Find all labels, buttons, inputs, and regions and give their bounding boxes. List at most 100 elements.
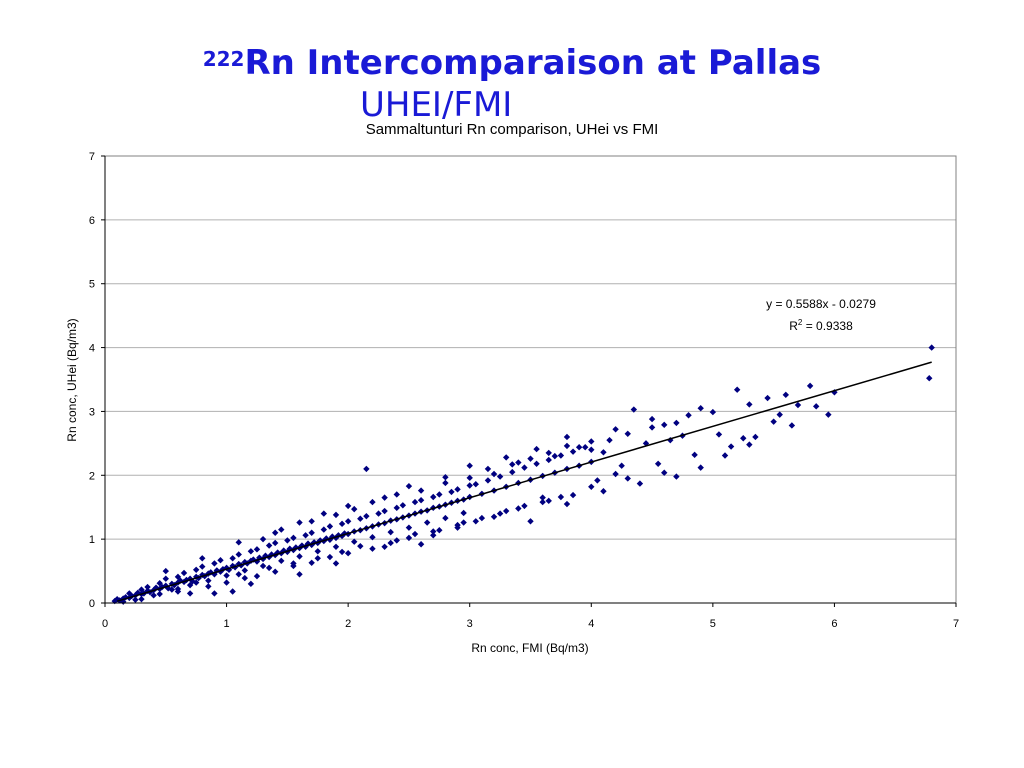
data-point <box>527 518 534 525</box>
data-point <box>183 576 190 584</box>
x-tick-label: 4 <box>588 618 594 630</box>
data-point <box>192 566 200 573</box>
data-point <box>588 483 595 490</box>
data-point <box>448 488 455 496</box>
data-point <box>405 534 413 542</box>
data-point <box>223 579 230 586</box>
x-tick-labels: 0 1 2 3 4 5 6 7 <box>102 603 959 630</box>
data-point <box>259 535 267 543</box>
data-point <box>235 560 242 568</box>
data-point <box>168 586 176 593</box>
data-point <box>314 548 321 555</box>
trendline <box>116 361 932 602</box>
data-point <box>357 542 364 550</box>
y-tick-label: 0 <box>89 598 95 610</box>
r-squared-label: R2 = 0.9338 <box>789 318 853 333</box>
data-point <box>399 502 407 509</box>
data-point <box>192 579 200 586</box>
data-point <box>673 473 680 480</box>
data-point <box>284 537 291 544</box>
data-point <box>229 562 236 570</box>
data-point <box>539 494 546 501</box>
data-point <box>150 592 157 599</box>
data-point <box>606 436 613 444</box>
data-point <box>296 519 303 526</box>
data-point <box>642 440 650 447</box>
data-point <box>442 479 449 487</box>
data-point <box>369 534 376 541</box>
data-point <box>158 583 166 591</box>
data-point <box>235 551 242 558</box>
data-point <box>673 419 680 427</box>
data-point <box>405 524 413 531</box>
data-point <box>120 598 127 605</box>
data-point <box>341 530 348 537</box>
data-point <box>478 514 486 522</box>
y-tick-label: 2 <box>89 470 95 482</box>
data-point <box>472 481 479 488</box>
data-point <box>217 557 224 564</box>
data-point <box>697 464 704 471</box>
data-point <box>369 545 376 552</box>
data-point <box>138 595 145 603</box>
data-point <box>825 411 832 418</box>
data-point <box>740 435 747 442</box>
data-point <box>223 572 230 579</box>
data-point <box>225 566 233 573</box>
data-point <box>484 465 492 473</box>
data-point <box>515 505 522 512</box>
data-point <box>442 474 449 481</box>
data-point <box>247 580 255 588</box>
data-point <box>199 563 206 570</box>
x-axis-label: Rn conc, FMI (Bq/m3) <box>471 641 588 655</box>
data-point <box>387 539 394 547</box>
data-point <box>545 449 552 457</box>
data-point <box>557 493 565 501</box>
data-point <box>329 533 336 540</box>
data-point <box>509 461 516 468</box>
data-point <box>490 513 498 520</box>
data-point <box>304 540 312 547</box>
data-point <box>588 438 595 445</box>
data-point <box>661 421 668 429</box>
data-point <box>454 486 461 493</box>
data-point <box>308 559 315 566</box>
data-point <box>126 590 133 597</box>
axes <box>104 156 956 604</box>
data-point <box>256 554 263 561</box>
data-point <box>430 493 437 501</box>
data-point <box>812 403 820 410</box>
data-point <box>472 518 479 525</box>
data-point <box>545 456 552 464</box>
data-point <box>417 487 425 494</box>
data-point <box>247 557 255 565</box>
data-point <box>296 553 303 560</box>
data-point <box>265 542 273 549</box>
title-main-text: Rn Intercomparaison at Pallas <box>244 43 822 83</box>
data-point <box>709 408 717 416</box>
data-point <box>405 482 413 490</box>
data-point <box>612 470 619 478</box>
data-point <box>199 555 206 562</box>
data-point <box>569 491 577 499</box>
data-point <box>788 422 796 429</box>
data-point <box>490 470 498 478</box>
data-point <box>697 405 704 412</box>
data-point <box>539 498 546 506</box>
data-point <box>310 539 318 546</box>
data-point <box>752 433 759 441</box>
data-point <box>612 426 619 433</box>
data-point <box>207 569 214 576</box>
data-point <box>272 529 279 536</box>
data-point <box>253 558 261 565</box>
data-point <box>241 558 249 566</box>
data-point <box>152 584 160 591</box>
data-point <box>156 590 163 598</box>
data-point <box>624 475 631 482</box>
data-point <box>168 580 176 588</box>
data-point <box>122 594 129 601</box>
data-point <box>134 589 142 596</box>
data-point <box>417 496 425 504</box>
data-point <box>229 588 236 595</box>
data-point <box>630 406 638 413</box>
